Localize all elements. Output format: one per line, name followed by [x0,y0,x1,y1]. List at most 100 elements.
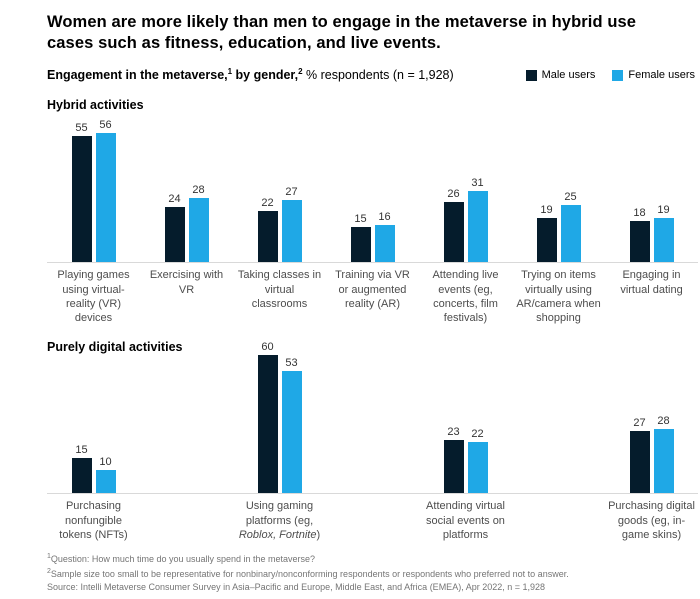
bar-group: 18 19 [605,204,698,263]
chart-section-digital: Purely digital activities 15 10 60 53 23 22 27… [47,340,698,542]
bar-value-female: 28 [657,415,670,428]
bar-value-female: 10 [99,456,112,469]
bar-value-male: 26 [447,188,460,201]
bar-value-female: 53 [285,357,298,370]
section-header-digital: Purely digital activities [47,340,183,355]
bar-male [257,211,278,263]
bar-male [536,218,557,263]
bar-wrap-female: 28 [653,415,674,494]
bar-male [164,207,185,263]
bar-male [350,227,371,263]
bar-wrap-male: 15 [71,444,92,494]
subtitle-footnote-marker-1: 1 [227,67,233,77]
bar-wrap-male: 23 [443,426,464,494]
bar-wrap-female: 22 [467,428,488,494]
bar-female [95,133,116,263]
bar-value-female: 28 [192,184,205,197]
bar-value-male: 15 [75,444,88,457]
bar-male [71,136,92,263]
labels-row-digital: Purchasing nonfungible tokens (NFTs) Usin… [47,499,698,542]
bar-value-male: 24 [168,193,181,206]
category-label-part: Using gaming platforms (eg, [245,500,314,527]
subtitle-footnote-marker-2: 2 [298,67,303,77]
male-swatch-icon [525,69,537,81]
bar-wrap-male: 55 [71,122,92,263]
legend-label-male: Male users [541,69,596,82]
bar-wrap-male: 60 [257,341,278,494]
bar-group: 60 53 [233,341,326,494]
bar-wrap-male: 18 [629,207,650,263]
bar-group: 26 31 [419,177,512,263]
footnote-1-marker: 1 [47,553,51,561]
subtitle-bold-2: by gender, [232,68,299,83]
footnote-1-text: Question: How much time do you usually s… [50,554,316,565]
bar-female [653,429,674,494]
bar-female [374,225,395,263]
category-label: Trying on items virtually using AR/camer… [516,269,601,325]
bar-male [629,431,650,494]
bar-wrap-male: 27 [629,417,650,494]
bar-male [443,202,464,263]
category-label: Attending live events (eg, concerts, fil… [432,269,499,325]
bar-wrap-female: 10 [95,456,116,494]
bar-female [653,218,674,263]
subtitle-row: Engagement in the metaverse,1 by gender,… [47,67,695,82]
footnote-2: 2Sample size too small to be representat… [47,567,698,582]
bar-wrap-female: 25 [560,191,581,263]
bars-row-hybrid: 55 56 24 28 22 27 15 16 26 31 19 25 18 19 [47,118,698,264]
bar-male [629,221,650,263]
bar-male [257,355,278,494]
category-label-part: ) [316,528,321,541]
bar-group: 15 16 [326,211,419,263]
bar-wrap-female: 16 [374,211,395,263]
bar-female [560,205,581,263]
bar-value-female: 16 [378,211,391,224]
chart-section-hybrid: Hybrid activities 55 56 24 28 22 27 15 16 26 31 19… [47,98,698,328]
bar-value-female: 25 [564,191,577,204]
bar-wrap-female: 53 [281,357,302,494]
bar-value-female: 56 [99,119,112,132]
bar-wrap-female: 31 [467,177,488,263]
page-title: Women are more likely than men to engage… [47,13,637,53]
category-label: Exercising with VR [149,269,224,296]
bar-wrap-female: 19 [653,204,674,263]
chart-legend: Male users Female users [525,67,695,82]
bar-female [281,200,302,263]
category-label: Using gaming platforms (eg, Roblox, Fort… [233,499,326,542]
bar-value-male: 23 [447,426,460,439]
legend-item-male: Male users [525,69,596,82]
bar-male [71,458,92,494]
bar-wrap-male: 15 [350,213,371,263]
bar-wrap-male: 26 [443,188,464,263]
category-label: Engaging in virtual dating [620,269,683,296]
footnote-2-marker: 2 [47,567,51,575]
legend-label-female: Female users [628,69,695,82]
bar-wrap-male: 19 [536,204,557,263]
footnotes: 1Question: How much time do you usually … [47,552,698,595]
bar-value-female: 31 [471,177,484,190]
footnote-1: 1Question: How much time do you usually … [47,552,698,567]
bar-value-male: 60 [261,341,274,354]
bar-female [467,442,488,494]
footnote-2-text: Sample size too small to be representati… [50,568,569,579]
bar-group: 24 28 [140,184,233,263]
bar-wrap-female: 27 [281,186,302,263]
bar-female [95,470,116,494]
legend-item-female: Female users [612,69,695,81]
bar-value-female: 19 [657,204,670,217]
subtitle-normal: % respondents (n = 1,928) [302,68,454,83]
bar-value-male: 15 [354,213,367,226]
bar-value-male: 18 [633,207,646,220]
category-label: Purchasing nonfungible tokens (NFTs) [59,500,128,541]
bar-group: 22 27 [233,186,326,263]
bar-value-male: 55 [75,122,88,135]
category-label-italic-part: Roblox, Fortnite [238,528,317,541]
labels-row-hybrid: Playing games using virtual-reality (VR)… [47,268,698,328]
bar-value-female: 27 [285,186,298,199]
bar-group: 19 25 [512,191,605,263]
bar-wrap-male: 22 [257,197,278,263]
bar-group: 27 28 [605,415,698,494]
bar-value-male: 27 [633,417,646,430]
bar-wrap-female: 28 [188,184,209,263]
